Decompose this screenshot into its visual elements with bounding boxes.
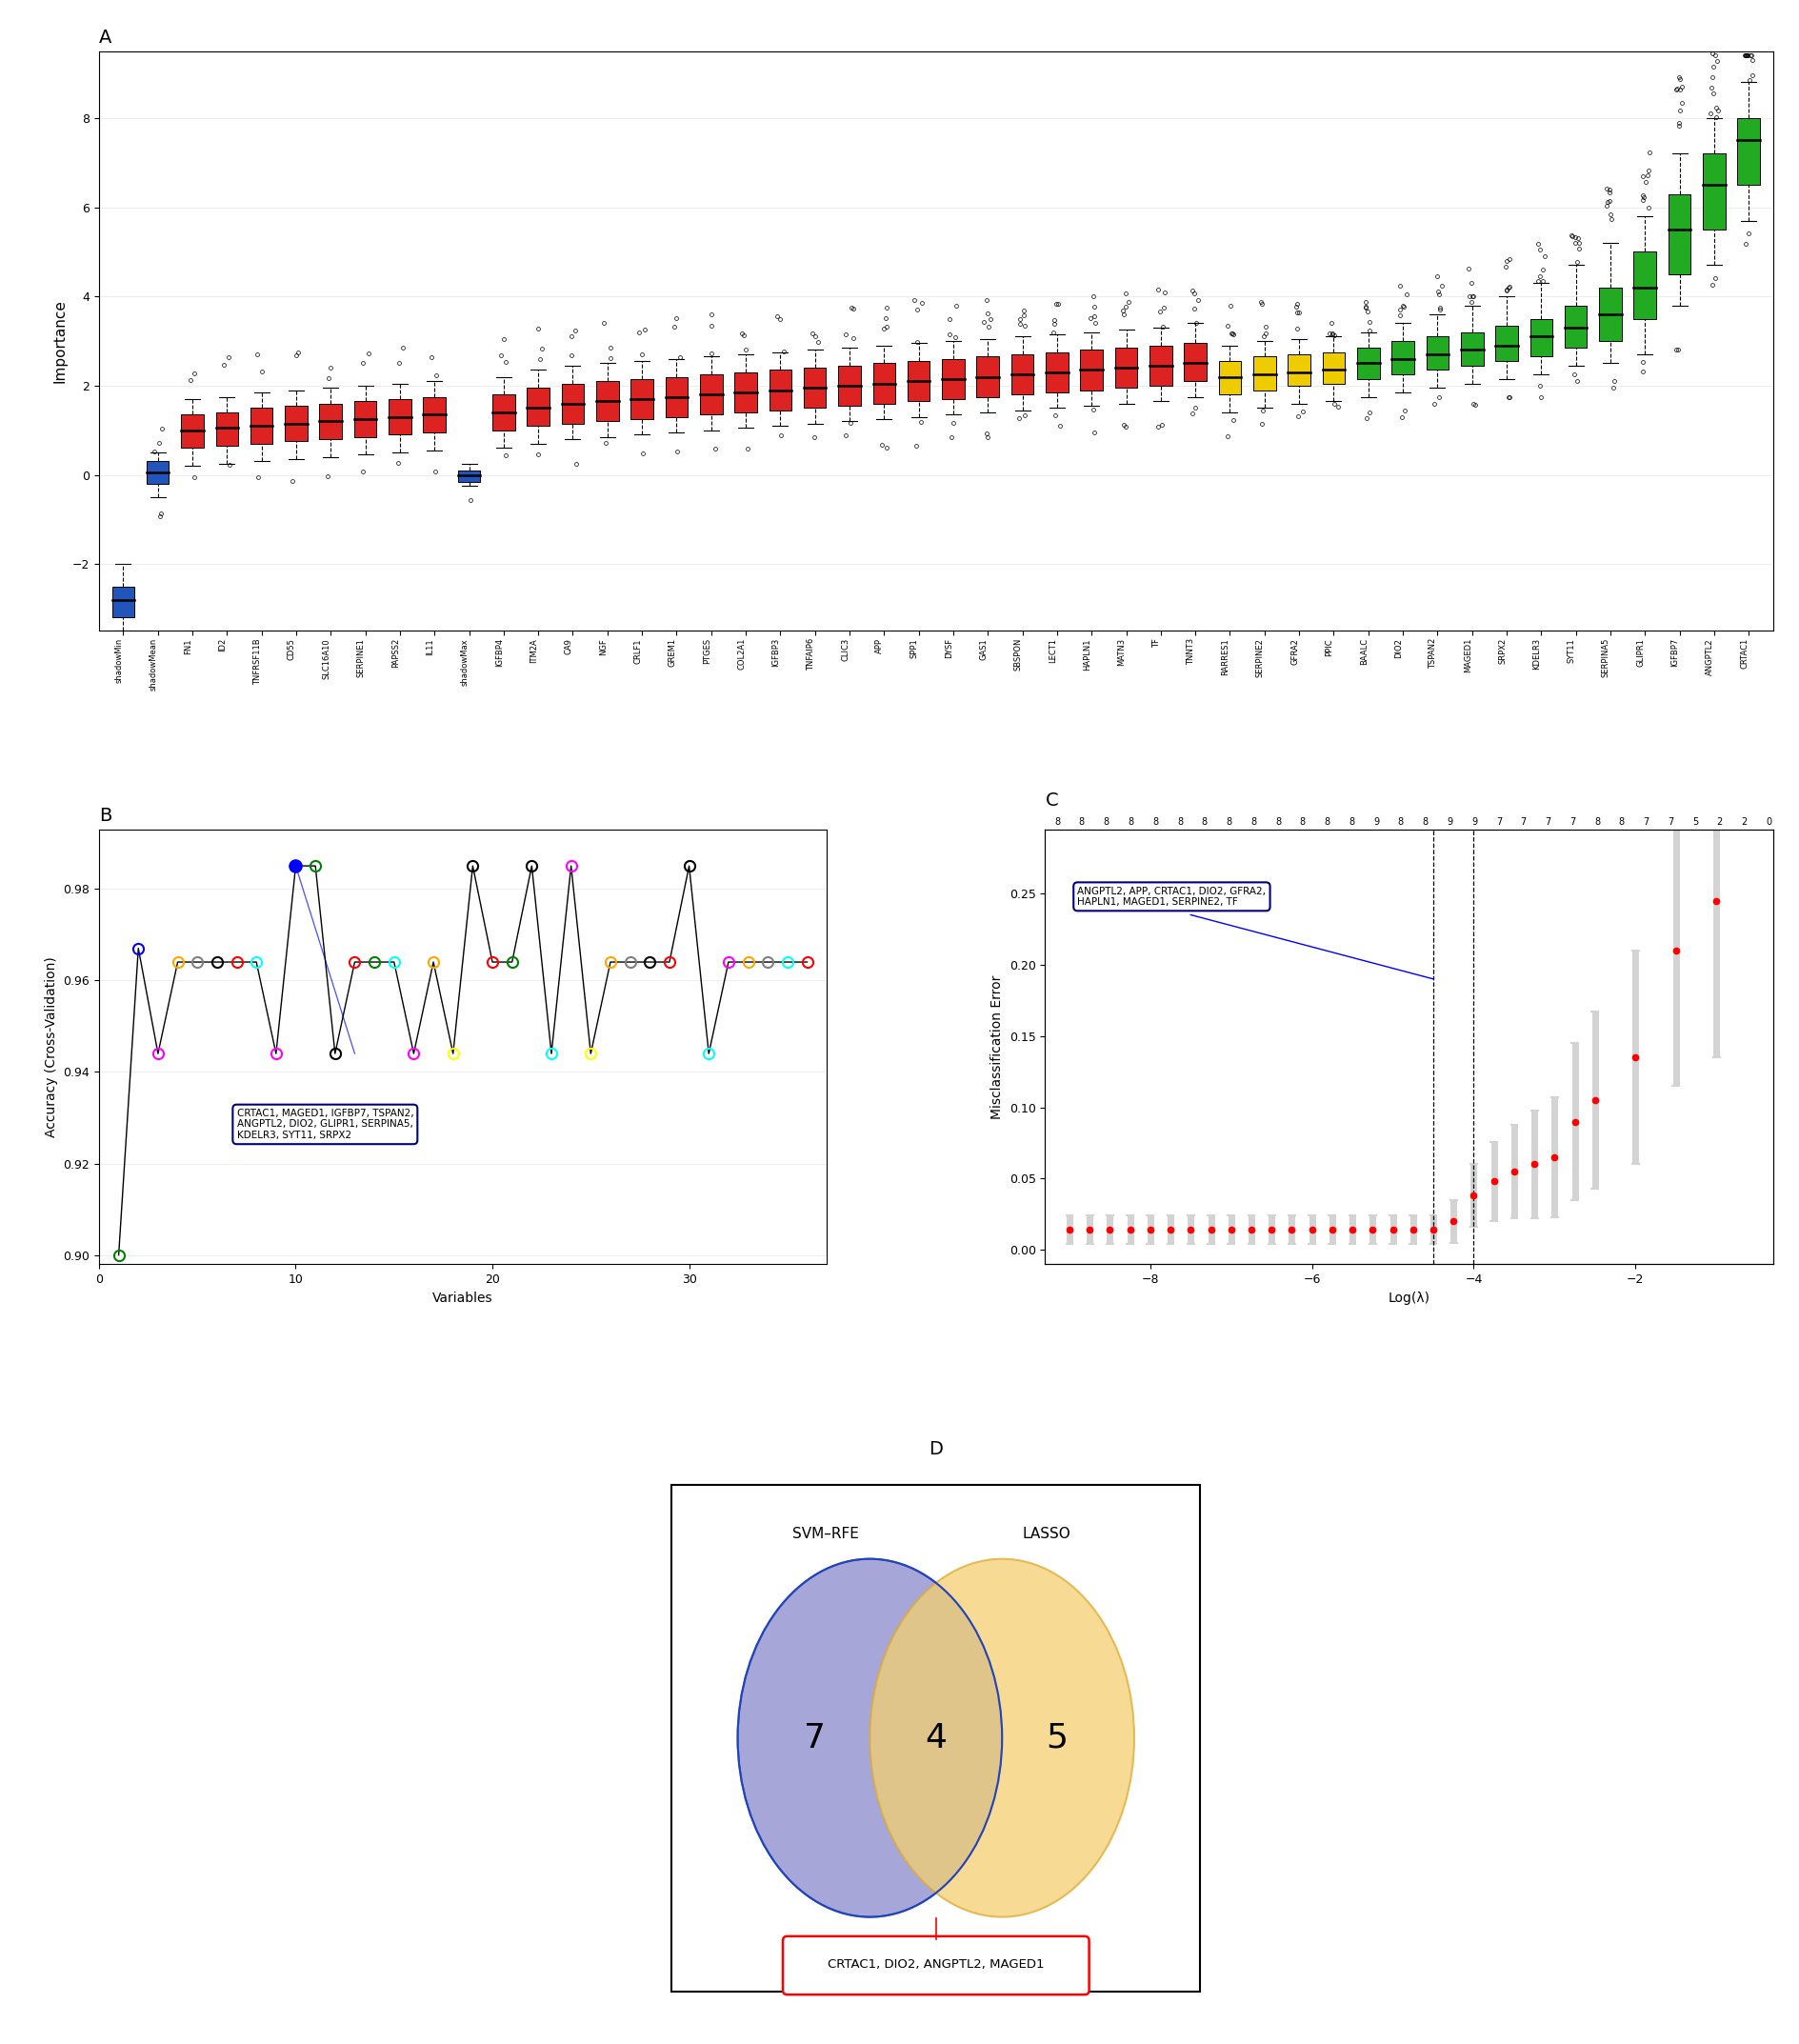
Bar: [907, 362, 930, 401]
Bar: [216, 413, 237, 446]
FancyBboxPatch shape: [671, 1484, 1200, 1991]
Bar: [941, 360, 964, 399]
Bar: [423, 397, 446, 433]
Bar: [1425, 337, 1448, 370]
Bar: [838, 366, 860, 405]
Text: CRTAC1, DIO2, ANGPTL2, MAGED1: CRTAC1, DIO2, ANGPTL2, MAGED1: [828, 1958, 1043, 1970]
Text: C: C: [1045, 791, 1058, 809]
Bar: [457, 470, 480, 482]
Bar: [389, 399, 410, 435]
Text: 5: 5: [1045, 1721, 1067, 1754]
Bar: [1011, 354, 1033, 394]
Text: CRTAC1, MAGED1, IGFBP7, TSPAN2,
ANGPTL2, DIO2, GLIPR1, SERPINA5,
KDELR3, SYT11, : CRTAC1, MAGED1, IGFBP7, TSPAN2, ANGPTL2,…: [236, 1108, 414, 1141]
Bar: [1356, 347, 1378, 378]
Bar: [146, 462, 169, 484]
Bar: [1150, 345, 1171, 386]
Bar: [768, 370, 792, 411]
Bar: [1079, 350, 1103, 390]
Bar: [873, 364, 894, 403]
Ellipse shape: [869, 1560, 1133, 1917]
Y-axis label: Importance: Importance: [52, 298, 67, 382]
Title: D: D: [928, 1441, 943, 1457]
Bar: [112, 587, 135, 617]
Bar: [1668, 194, 1689, 274]
Bar: [1702, 153, 1725, 229]
Text: LASSO: LASSO: [1022, 1527, 1070, 1541]
Bar: [318, 403, 342, 439]
Bar: [1322, 352, 1344, 384]
Bar: [804, 368, 826, 409]
Bar: [354, 401, 376, 437]
Text: ANGPTL2, APP, CRTAC1, DIO2, GFRA2,
HAPLN1, MAGED1, SERPINE2, TF: ANGPTL2, APP, CRTAC1, DIO2, GFRA2, HAPLN…: [1078, 887, 1265, 908]
Bar: [700, 374, 721, 415]
Bar: [1045, 352, 1067, 392]
Bar: [1736, 119, 1759, 184]
Bar: [1495, 325, 1517, 362]
Bar: [1461, 331, 1482, 366]
Bar: [1288, 354, 1310, 386]
Bar: [977, 356, 998, 397]
Bar: [666, 376, 687, 417]
FancyBboxPatch shape: [783, 1936, 1088, 1995]
Bar: [561, 384, 583, 423]
Text: 7: 7: [804, 1721, 826, 1754]
Bar: [1218, 362, 1241, 394]
Bar: [595, 380, 619, 421]
Bar: [493, 394, 515, 429]
X-axis label: Variables: Variables: [432, 1292, 493, 1304]
Bar: [1184, 343, 1205, 380]
Bar: [1598, 288, 1621, 341]
Bar: [1633, 251, 1655, 319]
Text: 4: 4: [925, 1721, 946, 1754]
Y-axis label: Misclassification Error: Misclassification Error: [989, 975, 1004, 1118]
Bar: [182, 415, 203, 448]
Bar: [1114, 347, 1137, 388]
Bar: [284, 405, 308, 442]
Bar: [734, 372, 757, 413]
Bar: [630, 378, 653, 419]
Bar: [527, 388, 549, 425]
X-axis label: Log(λ): Log(λ): [1387, 1292, 1428, 1304]
Ellipse shape: [738, 1560, 1002, 1917]
Bar: [1391, 341, 1414, 374]
Bar: [1529, 319, 1553, 356]
Y-axis label: Accuracy (Cross-Validation): Accuracy (Cross-Validation): [45, 957, 58, 1136]
Bar: [1252, 356, 1275, 390]
Text: A: A: [99, 29, 112, 47]
Bar: [1563, 305, 1587, 347]
Bar: [250, 409, 273, 444]
Text: B: B: [99, 807, 112, 826]
Text: SVM–RFE: SVM–RFE: [792, 1527, 858, 1541]
